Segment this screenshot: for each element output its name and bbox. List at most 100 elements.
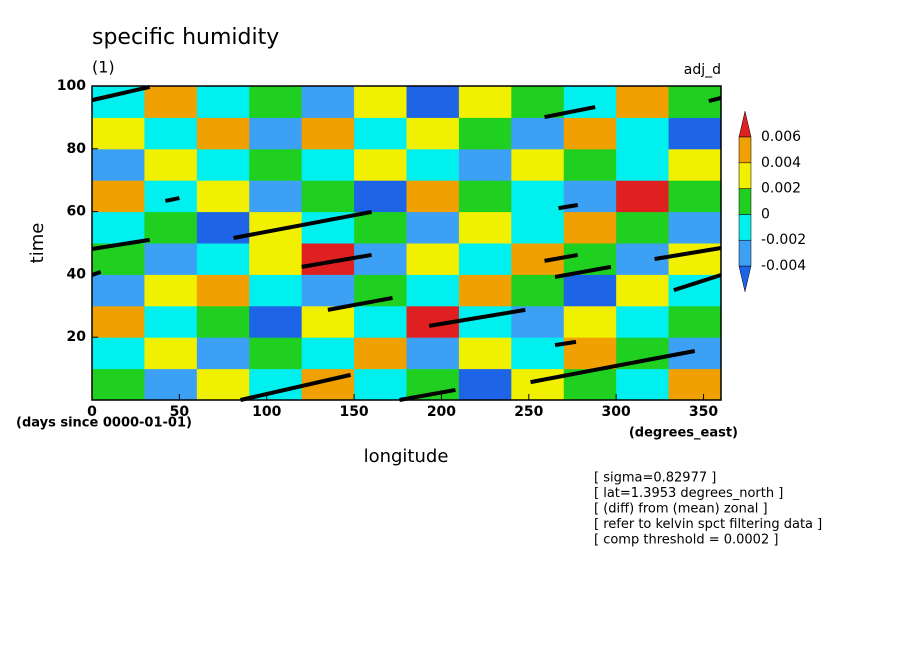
field-cell	[196, 305, 250, 338]
field-cell	[354, 243, 407, 275]
colorbar-box	[738, 188, 752, 215]
field-cell	[406, 243, 460, 275]
field-cell	[354, 117, 407, 150]
field-cell	[511, 148, 565, 181]
field-cell	[144, 274, 198, 307]
field-cell	[249, 305, 303, 338]
field-cell	[458, 180, 512, 213]
field-cell	[301, 117, 355, 150]
field-cell	[458, 211, 512, 244]
field-cell	[249, 274, 303, 307]
field-cell	[616, 148, 670, 181]
field-cell	[616, 368, 670, 401]
field-cell	[196, 86, 250, 118]
field-cell	[196, 274, 250, 307]
field-cell	[196, 368, 250, 401]
annotation: [ lat=1.3953 degrees_north ]	[594, 486, 783, 501]
x-tick-label: 200	[427, 404, 456, 420]
x-tick-label: 300	[602, 404, 631, 420]
field-cell	[616, 211, 670, 244]
field-cell	[511, 368, 565, 401]
wave-track	[673, 273, 722, 293]
field-cell	[144, 305, 198, 338]
field-cell	[144, 86, 198, 118]
field-cell	[92, 148, 145, 181]
colorbar-label: 0	[761, 206, 770, 222]
field-cell	[458, 274, 512, 307]
field-cell	[144, 117, 198, 150]
field-cell	[458, 305, 512, 338]
colorbar-label: -0.004	[761, 258, 806, 274]
field-cell	[511, 117, 565, 150]
field-cell	[144, 211, 198, 244]
field-cell	[668, 368, 722, 401]
wave-track	[558, 203, 579, 211]
wave-track	[91, 237, 150, 251]
wave-track	[164, 196, 180, 203]
field-cell	[616, 117, 670, 150]
colorbar-label: -0.002	[761, 232, 806, 248]
y-units: (days since 0000-01-01)	[16, 416, 192, 431]
field-cell	[458, 86, 512, 118]
field-cell	[563, 211, 617, 244]
wave-track	[554, 264, 612, 279]
field-cell	[144, 337, 198, 370]
field-cell	[616, 274, 670, 307]
annotation: [ sigma=0.82977 ]	[594, 471, 716, 486]
field-cell	[354, 148, 407, 181]
field-cell	[249, 243, 303, 275]
field-cell	[511, 274, 565, 307]
field-cell	[196, 211, 250, 244]
field-cell	[92, 274, 145, 307]
field-cell	[616, 305, 670, 338]
y-tick-label: 40	[67, 266, 87, 282]
y-tick-label: 100	[57, 78, 86, 94]
y-tick-label: 80	[67, 141, 87, 157]
field-cell	[301, 337, 355, 370]
field-cell	[354, 337, 407, 370]
field-cell	[92, 211, 145, 244]
chart-title: specific humidity	[92, 25, 279, 50]
field-cell	[563, 274, 617, 307]
wave-track	[240, 372, 352, 402]
field-cell	[668, 211, 722, 244]
plot-frame	[91, 85, 722, 401]
field-cell	[616, 86, 670, 118]
field-cell	[563, 148, 617, 181]
field-cell	[458, 368, 512, 401]
field-cell	[249, 148, 303, 181]
colorbar-label: 0.004	[761, 155, 801, 171]
x-tick-label: 150	[339, 404, 368, 420]
chart-subtitle: (1)	[92, 58, 115, 77]
annotation: [ comp threshold = 0.0002 ]	[594, 533, 778, 548]
field-cell	[458, 243, 512, 275]
colorbar-box	[738, 136, 752, 164]
field-cell	[511, 211, 565, 244]
field-cell	[301, 180, 355, 213]
field-cell	[458, 148, 512, 181]
colorbar-triangle	[738, 111, 752, 138]
field-cell	[144, 243, 198, 275]
field-cell	[92, 305, 145, 338]
field-cell	[458, 117, 512, 150]
field-cell	[144, 180, 198, 213]
wave-track	[327, 295, 393, 312]
field-cell	[144, 368, 198, 401]
wave-track	[233, 209, 372, 240]
field-cell	[354, 180, 407, 213]
x-tick-label: 250	[514, 404, 543, 420]
x-axis-label: longitude	[364, 446, 449, 467]
y-tick-label: 20	[67, 329, 87, 345]
colorbar-box	[738, 239, 752, 267]
wave-track	[554, 339, 577, 348]
colorbar-label: 0.006	[761, 129, 801, 145]
label-right: adj_d	[684, 62, 721, 78]
field-cell	[92, 117, 145, 150]
wave-track	[708, 95, 722, 104]
field-cell	[92, 180, 145, 213]
wave-track	[544, 252, 579, 263]
field-cell	[144, 148, 198, 181]
field-cell	[92, 337, 145, 370]
wave-track	[399, 387, 456, 402]
